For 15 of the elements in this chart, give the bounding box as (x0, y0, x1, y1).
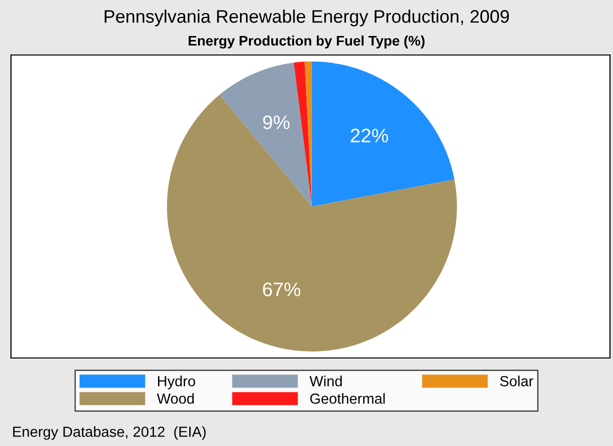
data-label: 67% (263, 282, 300, 296)
pie-slice (294, 62, 312, 206)
text: Energy Database, 2012 (EIA) (13, 426, 206, 440)
chart-title: Pennsylvania Renewable Energy Production, 2009 (104, 10, 509, 26)
legend-label: Hydro (158, 376, 196, 390)
pie-slice (220, 62, 312, 206)
legend-label: Geothermal (310, 393, 385, 404)
legend-label: Wind (310, 376, 342, 386)
legend-label: Wood (156, 393, 194, 404)
data-label: 9% (263, 115, 290, 130)
legend-label: Solar (500, 376, 534, 386)
data-label: 22% (350, 128, 388, 142)
pie-slice (166, 94, 457, 352)
chart-subtitle: Energy Production by Fuel Type (%) (188, 35, 425, 49)
pie-slice (312, 62, 454, 206)
